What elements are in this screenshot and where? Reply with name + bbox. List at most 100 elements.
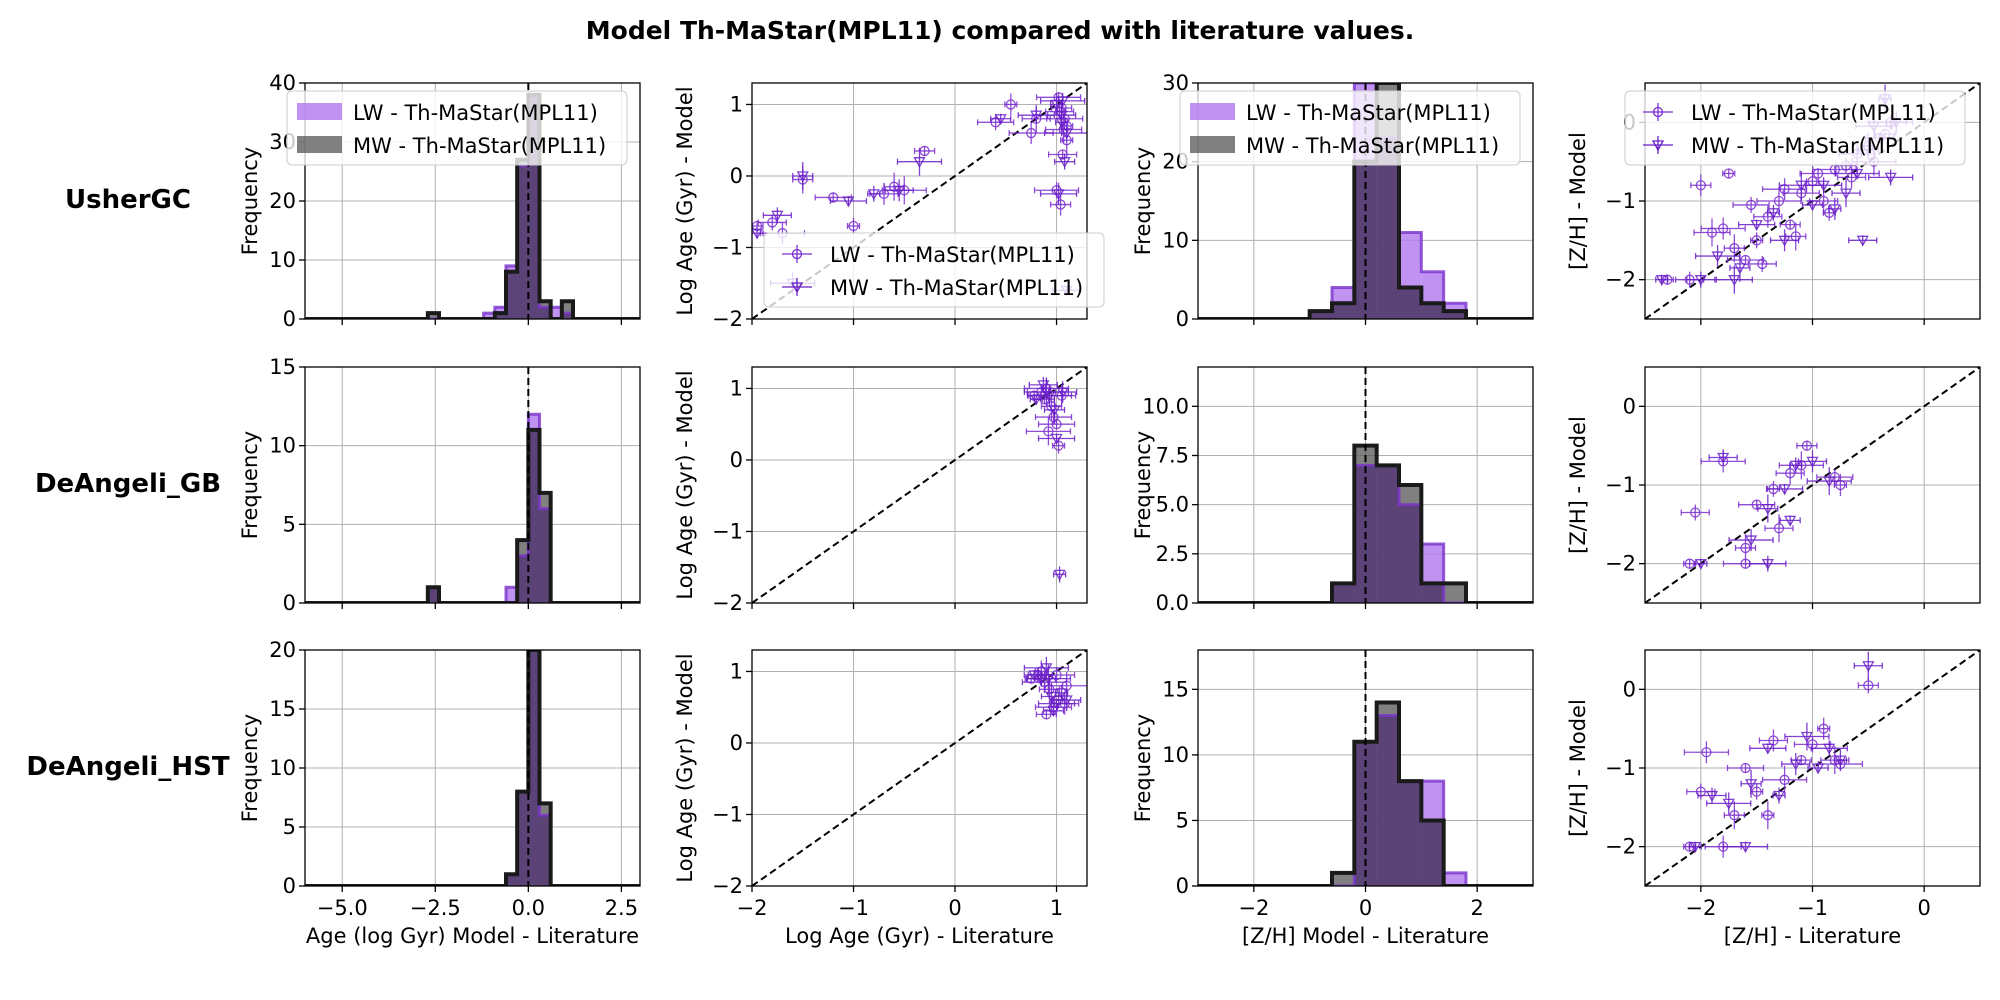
ytick-label: 0 bbox=[1176, 874, 1189, 898]
marker-triangle bbox=[1761, 503, 1774, 515]
ytick-label: −2 bbox=[712, 591, 743, 615]
hist-step-mw bbox=[1198, 700, 1533, 886]
marker-triangle bbox=[1856, 235, 1869, 247]
legend-label-lw: LW - Th-MaStar(MPL11) bbox=[353, 101, 598, 125]
point-lw bbox=[1761, 765, 1808, 794]
marker-circle bbox=[1026, 127, 1037, 139]
marker-triangle bbox=[1800, 731, 1814, 743]
hist-bar-overlap bbox=[517, 791, 529, 886]
marker-circle bbox=[1801, 440, 1813, 451]
marker-circle bbox=[1757, 258, 1768, 270]
ytick-label: −1 bbox=[1605, 756, 1636, 780]
marker-triangle bbox=[1056, 96, 1069, 108]
marker-triangle bbox=[1045, 691, 1058, 703]
marker-triangle bbox=[1817, 180, 1830, 192]
point-mw bbox=[762, 207, 793, 224]
plot-area bbox=[1198, 367, 1533, 603]
identity-line bbox=[752, 650, 1087, 886]
marker-circle bbox=[1785, 468, 1796, 479]
ytick-label: 20 bbox=[269, 638, 296, 662]
point-mw bbox=[1697, 787, 1727, 804]
x-axis-label: [Z/H] - Literature bbox=[1724, 924, 1901, 948]
marker-triangle bbox=[1778, 235, 1791, 247]
point-mw bbox=[1023, 378, 1070, 407]
hist-bar-lw bbox=[506, 587, 518, 603]
panel-r2c2: 0 5 10 15 −2 0 2 Frequency [Z/H] Model - Literat… bbox=[1131, 649, 1534, 948]
marker-triangle bbox=[1789, 460, 1802, 472]
y-axis-label: Frequency bbox=[1131, 147, 1155, 256]
marker-triangle bbox=[1694, 559, 1707, 571]
marker-triangle bbox=[1778, 484, 1791, 496]
y-axis-label: Frequency bbox=[238, 431, 262, 540]
point-mw bbox=[1806, 467, 1852, 496]
axes-frame bbox=[751, 82, 1088, 320]
legend-swatch-lw bbox=[1190, 103, 1235, 120]
marker-triangle bbox=[1711, 251, 1724, 263]
xtick-label: −2 bbox=[737, 896, 768, 920]
plot-area bbox=[1198, 83, 1533, 319]
marker-triangle bbox=[1040, 387, 1053, 399]
legend-label-lw: LW - Th-MaStar(MPL11) bbox=[830, 243, 1075, 267]
point-mw bbox=[1834, 168, 1880, 180]
marker-triangle bbox=[1862, 661, 1875, 673]
hist-bar-lw bbox=[483, 313, 495, 319]
plot-area bbox=[1198, 650, 1533, 886]
marker-triangle bbox=[1705, 790, 1719, 802]
point-lw bbox=[1764, 514, 1794, 543]
marker-triangle bbox=[1761, 559, 1774, 571]
y-axis-label: Frequency bbox=[1131, 714, 1155, 823]
marker-triangle bbox=[1839, 188, 1853, 200]
ytick-label: 10 bbox=[269, 434, 296, 458]
hist-bar-overlap bbox=[506, 874, 518, 886]
marker-triangle bbox=[1060, 128, 1073, 140]
point-lw bbox=[1025, 417, 1072, 446]
ytick-label: −2 bbox=[1605, 552, 1636, 576]
legend-circle bbox=[1652, 106, 1664, 118]
point-mw bbox=[1766, 204, 1781, 221]
marker-triangle bbox=[1806, 200, 1819, 212]
point-mw bbox=[1807, 763, 1829, 775]
point-lw bbox=[1034, 409, 1073, 426]
point-mw bbox=[1784, 722, 1830, 751]
ytick-label: 0 bbox=[730, 731, 743, 755]
ytick-label: 0.0 bbox=[1156, 591, 1189, 615]
marker-circle bbox=[828, 192, 839, 203]
ytick-label: 20 bbox=[269, 189, 296, 213]
point-mw bbox=[1054, 684, 1069, 701]
panel-r1c2: 0.0 2.5 5.0 7.5 10.0 Frequency bbox=[1131, 366, 1534, 615]
marker-triangle bbox=[1050, 433, 1063, 445]
marker-circle bbox=[1695, 180, 1706, 191]
point-mw bbox=[1805, 177, 1843, 194]
point-mw bbox=[1037, 433, 1076, 445]
point-mw bbox=[1831, 179, 1861, 208]
marker-circle bbox=[1812, 168, 1824, 179]
plot-area bbox=[752, 650, 1087, 886]
marker-circle bbox=[848, 220, 859, 232]
legend: LW - Th-MaStar(MPL11) MW - Th-MaStar(MPL1… bbox=[286, 90, 628, 166]
marker-circle bbox=[1779, 774, 1790, 785]
hist-bar-overlap bbox=[427, 587, 439, 603]
marker-triangle bbox=[1055, 117, 1068, 129]
legend-label-lw: LW - Th-MaStar(MPL11) bbox=[1691, 101, 1936, 125]
point-mw bbox=[1722, 841, 1769, 854]
ytick-label: 0 bbox=[1176, 307, 1189, 331]
hist-bar-overlap bbox=[539, 307, 551, 319]
point-mw bbox=[1853, 651, 1883, 680]
point-lw bbox=[1799, 168, 1837, 179]
hist-bar-overlap bbox=[1354, 741, 1377, 886]
point-lw bbox=[1683, 741, 1730, 764]
marker-triangle bbox=[1767, 208, 1780, 220]
xtick-label: 0 bbox=[948, 896, 961, 920]
marker-circle bbox=[1051, 419, 1062, 430]
marker-circle bbox=[1005, 99, 1017, 110]
point-mw bbox=[1043, 395, 1066, 424]
ytick-label: 10.0 bbox=[1142, 394, 1189, 418]
hist-bar-overlap bbox=[1421, 583, 1444, 603]
ytick-label: 10 bbox=[269, 756, 296, 780]
ytick-label: 1 bbox=[730, 376, 743, 400]
marker-triangle bbox=[1060, 695, 1073, 707]
point-lw bbox=[1747, 255, 1777, 272]
ytick-label: −2 bbox=[1605, 835, 1636, 859]
hist-bar-overlap bbox=[1399, 781, 1422, 886]
